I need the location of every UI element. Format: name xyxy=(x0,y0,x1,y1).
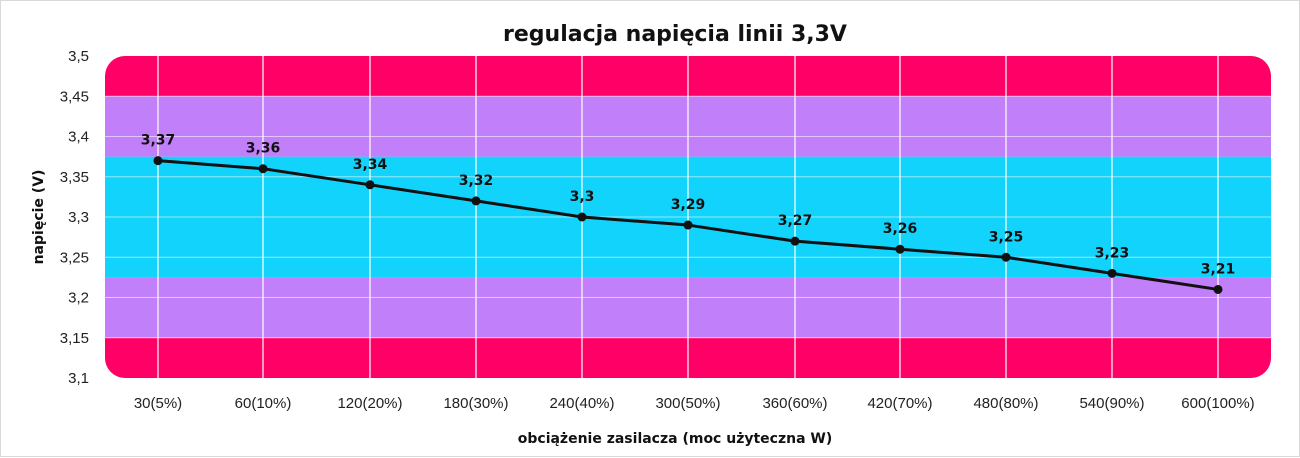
data-point xyxy=(577,212,587,222)
data-point xyxy=(1001,252,1011,262)
y-tick-label: 3,3 xyxy=(68,209,89,226)
x-tick-label: 360(60%) xyxy=(762,395,827,412)
x-tick-label: 240(40%) xyxy=(549,395,614,412)
y-tick-label: 3,15 xyxy=(60,330,89,347)
data-point xyxy=(153,156,163,166)
y-tick-label: 3,5 xyxy=(68,48,89,65)
x-tick-label: 420(70%) xyxy=(867,395,932,412)
data-label: 3,32 xyxy=(459,173,494,189)
x-tick-label: 480(80%) xyxy=(973,395,1038,412)
data-label: 3,23 xyxy=(1095,245,1130,261)
data-label: 3,27 xyxy=(778,213,813,229)
data-label: 3,37 xyxy=(141,133,176,149)
data-label: 3,21 xyxy=(1201,261,1236,277)
data-point xyxy=(258,164,268,174)
data-point xyxy=(1213,284,1223,294)
y-tick-label: 3,25 xyxy=(60,249,89,266)
data-point xyxy=(683,220,693,230)
data-label: 3,34 xyxy=(353,157,388,173)
y-tick-label: 3,2 xyxy=(68,290,89,307)
x-tick-label: 30(5%) xyxy=(134,395,182,412)
plot-area: 3,1 3,15 3,2 3,25 3,3 3,35 3,4 3,45 3,5 30(5%) 60(… xyxy=(60,48,1271,412)
data-label: 3,26 xyxy=(883,221,918,237)
y-tick-label: 3,4 xyxy=(68,129,89,146)
x-axis-title: obciążenie zasilacza (moc użyteczna W) xyxy=(518,431,833,447)
x-tick-label: 180(30%) xyxy=(443,395,508,412)
data-label: 3,25 xyxy=(989,229,1024,245)
x-tick-label: 60(10%) xyxy=(235,395,292,412)
y-tick-label: 3,1 xyxy=(68,370,89,387)
x-tick-label: 120(20%) xyxy=(337,395,402,412)
data-point xyxy=(895,244,905,254)
background-bands xyxy=(105,56,1271,378)
chart-title: regulacja napięcia linii 3,3V xyxy=(503,22,847,47)
x-tick-label: 600(100%) xyxy=(1181,395,1254,412)
y-axis-title: napięcie (V) xyxy=(31,170,47,265)
data-point xyxy=(1107,268,1117,278)
data-label: 3,3 xyxy=(570,189,595,205)
x-tick-label: 300(50%) xyxy=(655,395,720,412)
data-point xyxy=(790,236,800,246)
y-tick-label: 3,45 xyxy=(60,88,89,105)
data-point xyxy=(365,180,375,190)
y-tick-label: 3,35 xyxy=(60,169,89,186)
x-tick-label: 540(90%) xyxy=(1079,395,1144,412)
data-point xyxy=(471,196,481,206)
data-label: 3,29 xyxy=(671,197,706,213)
data-label: 3,36 xyxy=(246,141,281,157)
